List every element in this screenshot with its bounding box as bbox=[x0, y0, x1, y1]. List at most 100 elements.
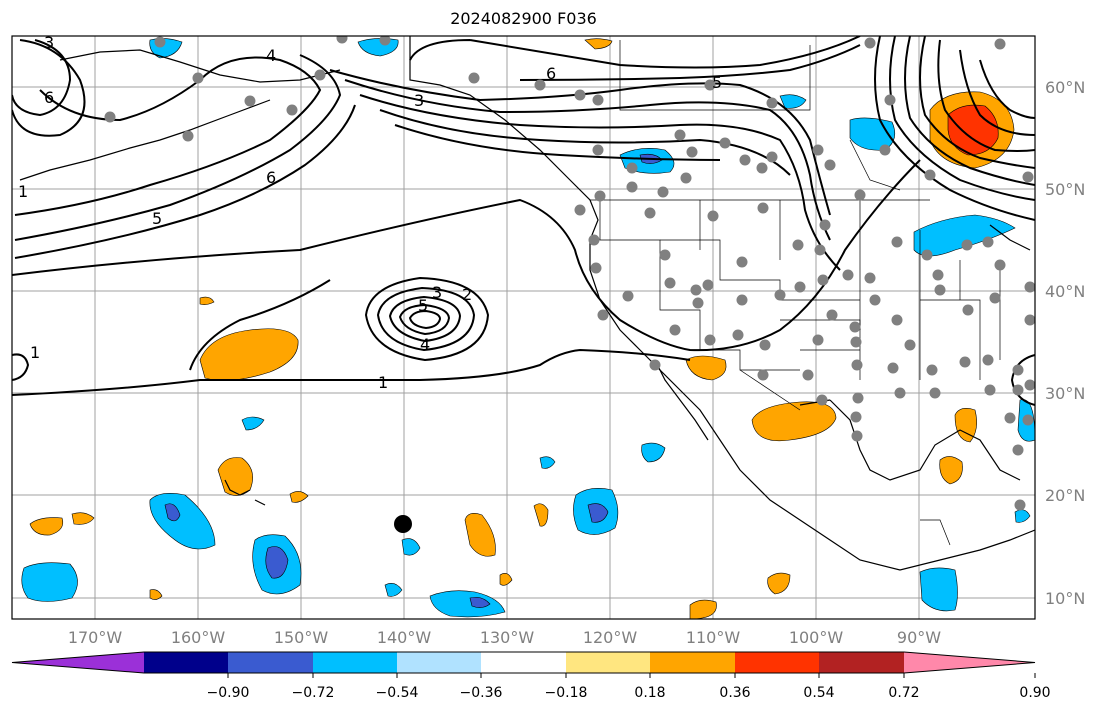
positive-patch bbox=[689, 599, 717, 619]
station-dot bbox=[1012, 364, 1024, 376]
negative-patch bbox=[401, 538, 421, 556]
longitude-tick-label: 120°W bbox=[583, 628, 638, 647]
contour-west-2 bbox=[14, 54, 342, 241]
graticule bbox=[12, 36, 1035, 619]
colorbar-segment bbox=[228, 652, 313, 673]
latitude-tick-label: 60°N bbox=[1045, 78, 1085, 97]
colorbar-tick-label: −0.72 bbox=[292, 685, 335, 701]
station-dot bbox=[626, 181, 638, 193]
station-dot bbox=[766, 151, 778, 163]
colorbar-tick-label: −0.90 bbox=[207, 685, 250, 701]
station-dot bbox=[704, 79, 716, 91]
positive-patch bbox=[29, 517, 64, 536]
negative-patch bbox=[779, 94, 807, 109]
colorbar-segment bbox=[735, 652, 819, 673]
station-dot bbox=[590, 262, 602, 274]
station-dot bbox=[851, 430, 863, 442]
contour-north-3 bbox=[359, 94, 841, 271]
contour-ring-3 bbox=[388, 295, 462, 343]
station-dot bbox=[924, 169, 936, 181]
contour-west-closed-2 bbox=[12, 39, 72, 117]
negative-patch bbox=[164, 503, 181, 522]
station-dot bbox=[766, 97, 778, 109]
positive-patch bbox=[217, 457, 253, 496]
latitude-tick-label: 50°N bbox=[1045, 180, 1085, 199]
station-dot bbox=[849, 321, 861, 333]
station-dot bbox=[794, 281, 806, 293]
colorbar-tick-label: 0.18 bbox=[634, 685, 665, 701]
contour-ne-6 bbox=[959, 49, 1035, 136]
station-dot bbox=[852, 392, 864, 404]
station-dot bbox=[891, 314, 903, 326]
station-dot bbox=[592, 94, 604, 106]
longitude-tick-label: 110°W bbox=[686, 628, 741, 647]
station-dot bbox=[680, 172, 692, 184]
contour-label: 1 bbox=[18, 182, 28, 201]
contour-label: 4 bbox=[266, 46, 276, 65]
station-dot bbox=[869, 294, 881, 306]
station-dot bbox=[864, 272, 876, 284]
station-dot bbox=[739, 154, 751, 166]
station-dot bbox=[904, 339, 916, 351]
contour-label: 5 bbox=[418, 296, 428, 315]
negative-patch bbox=[587, 503, 609, 523]
contour-label: 1 bbox=[378, 373, 388, 392]
positive-patch bbox=[499, 573, 513, 586]
station-dot bbox=[814, 244, 826, 256]
station-dot bbox=[336, 36, 348, 44]
contour-1-west bbox=[189, 279, 331, 371]
station-dot bbox=[594, 190, 606, 202]
station-dot bbox=[626, 162, 638, 174]
contour-west-closed bbox=[12, 39, 86, 137]
station-dot bbox=[994, 259, 1006, 271]
station-dot bbox=[816, 394, 828, 406]
station-dot bbox=[982, 236, 994, 248]
station-dot bbox=[842, 269, 854, 281]
storm-marker bbox=[394, 515, 412, 533]
station-dot bbox=[649, 359, 661, 371]
station-dot bbox=[854, 189, 866, 201]
station-dot bbox=[704, 334, 716, 346]
colorbar bbox=[11, 651, 1036, 674]
colorbar-tick-label: −0.36 bbox=[460, 685, 503, 701]
contour-label: 5 bbox=[712, 73, 722, 92]
station-dot bbox=[1024, 314, 1035, 326]
contour-north-2 bbox=[344, 79, 831, 241]
station-dot bbox=[657, 186, 669, 198]
longitude-tick-label: 100°W bbox=[789, 628, 844, 647]
station-dot bbox=[690, 284, 702, 296]
negative-patch bbox=[384, 583, 403, 597]
station-dot bbox=[921, 249, 933, 261]
station-dot bbox=[817, 274, 829, 286]
positive-patch bbox=[751, 401, 837, 442]
contour-ne-1 bbox=[874, 36, 1035, 221]
contour-east-edge bbox=[1010, 354, 1035, 406]
station-dot bbox=[959, 356, 971, 368]
negative-patch bbox=[539, 456, 556, 469]
station-dot bbox=[894, 387, 906, 399]
latitude-tick-label: 30°N bbox=[1045, 384, 1085, 403]
station-dot bbox=[851, 359, 863, 371]
contour-sw-small bbox=[12, 353, 30, 381]
political-borders bbox=[409, 40, 1001, 546]
contour-ne-7 bbox=[979, 59, 1035, 119]
colorbar-segment bbox=[313, 652, 397, 673]
station-dot bbox=[286, 104, 298, 116]
station-dot bbox=[244, 95, 256, 107]
station-dot bbox=[732, 329, 744, 341]
station-dot bbox=[692, 297, 704, 309]
station-dot bbox=[759, 339, 771, 351]
contour-ne-5 bbox=[937, 39, 1035, 152]
station-dot bbox=[994, 38, 1006, 50]
colorbar-tick-label: −0.18 bbox=[545, 685, 588, 701]
colorbar-tick-labels: −0.90 −0.72 −0.54 −0.36 −0.18 0.18 0.36 0.54 0.7… bbox=[207, 673, 1051, 701]
contour-label: 6 bbox=[546, 64, 556, 83]
colorbar-segment bbox=[904, 652, 1035, 673]
station-dot bbox=[104, 111, 116, 123]
contour-top-6 bbox=[409, 36, 861, 69]
station-dot bbox=[774, 289, 786, 301]
station-dot bbox=[1024, 281, 1035, 293]
colorbar-segment bbox=[12, 652, 144, 673]
negative-patch bbox=[919, 567, 958, 612]
